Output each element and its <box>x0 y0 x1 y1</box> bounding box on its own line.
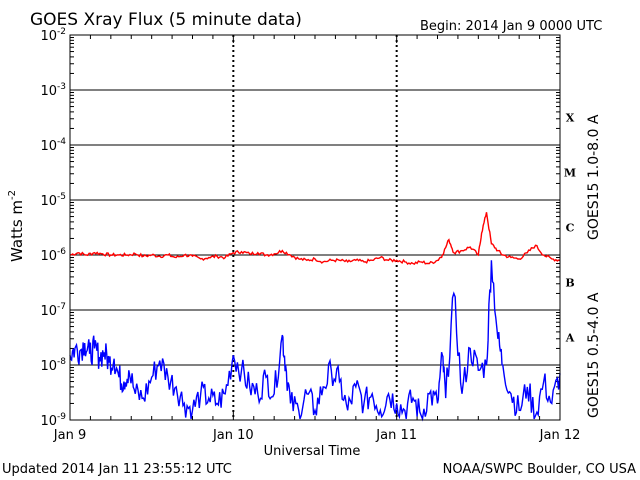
flare-class-label: M <box>564 167 576 180</box>
y-axis-labels: 10-9 10-8 10-7 10-6 10-5 10-4 10-3 10-2 <box>40 27 66 429</box>
credit-label: NOAA/SWPC Boulder, CO USA <box>443 462 636 477</box>
x-tick-label: Jan 9 <box>53 428 86 443</box>
y-tick-label: 10-8 <box>40 357 66 374</box>
chart-title: GOES Xray Flux (5 minute data) <box>30 10 302 30</box>
flare-class-label: B <box>565 277 574 290</box>
begin-label: Begin: 2014 Jan 9 0000 UTC <box>420 19 602 34</box>
y-tick-label: 10-9 <box>40 412 66 429</box>
x-tick-label: Jan 11 <box>375 428 417 443</box>
y-axis-title-base: Watts m <box>8 200 26 262</box>
flare-class-label: C <box>566 222 575 235</box>
y-tick-label: 10-7 <box>40 302 66 319</box>
x-tick-label: Jan 10 <box>212 428 254 443</box>
y-axis-title: Watts m-2 <box>7 190 26 262</box>
legend-series-short: GOES15 0.5-4.0 A <box>586 292 602 418</box>
series-lines <box>69 212 561 422</box>
plot-frame <box>69 34 561 421</box>
y-tick-label: 10-4 <box>40 137 66 154</box>
series-line-0 <box>69 212 561 265</box>
svg-text:Watts m-2: Watts m-2 <box>7 190 26 262</box>
updated-timestamp: Updated 2014 Jan 11 23:55:12 UTC <box>2 462 232 477</box>
flare-class-label: A <box>565 332 575 345</box>
y-tick-label: 10-3 <box>40 82 66 99</box>
legend-series-long: GOES15 1.0-8.0 A <box>586 114 602 240</box>
x-tick-label: Jan 12 <box>539 428 581 443</box>
flare-class-labels: A B C M X <box>564 112 576 345</box>
flare-class-label: X <box>566 112 575 125</box>
y-tick-label: 10-5 <box>40 192 66 209</box>
series-line-1 <box>69 260 561 422</box>
y-tick-label: 10-2 <box>40 27 66 44</box>
x-axis-title: Universal Time <box>264 444 361 459</box>
x-axis-labels: Jan 9 Jan 10 Jan 11 Jan 12 <box>53 428 581 443</box>
y-tick-label: 10-6 <box>40 247 66 264</box>
y-axis-title-exp: -2 <box>7 190 18 200</box>
